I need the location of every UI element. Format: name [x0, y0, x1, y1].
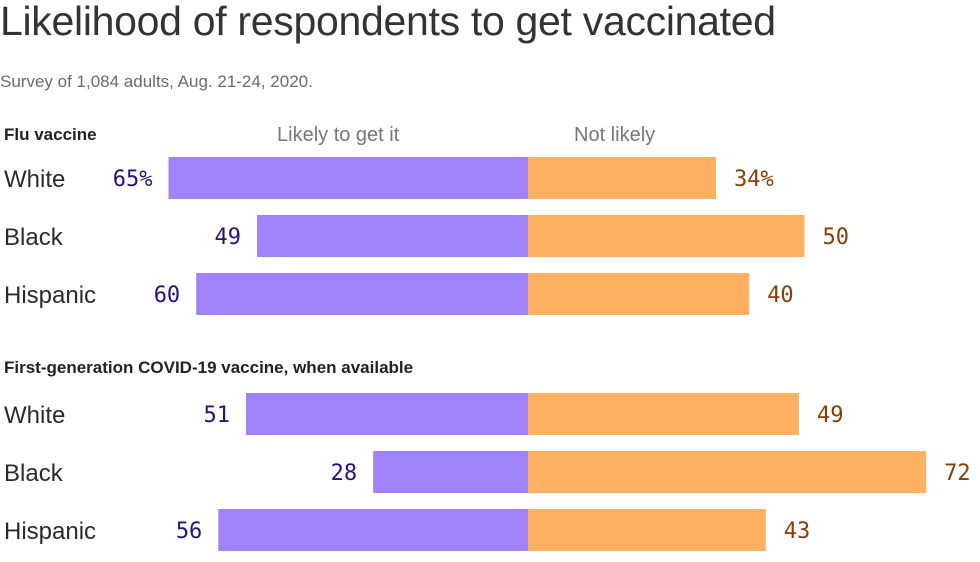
group-label-flu: Flu vaccine: [4, 125, 97, 144]
value-label-not-likely: 43: [784, 519, 811, 544]
value-label-not-likely: 34%: [734, 167, 774, 192]
bar-not-likely: [528, 393, 799, 435]
value-label-not-likely: 72: [944, 461, 971, 486]
bar-not-likely: [528, 273, 750, 315]
value-label-not-likely: 49: [817, 403, 844, 428]
bar-not-likely: [528, 451, 927, 493]
chart-subtitle: Survey of 1,084 adults, Aug. 21-24, 2020…: [0, 72, 313, 91]
bar-not-likely: [528, 157, 717, 199]
category-label: Hispanic: [4, 282, 96, 309]
value-label-likely: 65%: [113, 167, 153, 192]
category-label: White: [4, 402, 65, 429]
bar-not-likely: [528, 509, 766, 551]
category-label: Black: [4, 460, 64, 487]
value-label-not-likely: 50: [823, 225, 850, 250]
bar-likely: [373, 451, 528, 493]
chart-title: Likelihood of respondents to get vaccina…: [0, 0, 776, 44]
category-label: Black: [4, 224, 64, 251]
bar-likely: [196, 273, 528, 315]
value-label-likely: 51: [203, 403, 230, 428]
value-label-likely: 49: [215, 225, 242, 250]
bar-not-likely: [528, 215, 805, 257]
bar-likely: [245, 393, 528, 435]
value-label-likely: 28: [331, 461, 358, 486]
category-label: White: [4, 166, 65, 193]
value-label-not-likely: 40: [767, 283, 794, 308]
bar-likely: [257, 215, 528, 257]
legend-not-likely: Not likely: [574, 124, 656, 146]
bar-likely: [218, 509, 528, 551]
value-label-likely: 56: [176, 519, 203, 544]
legend-likely: Likely to get it: [277, 124, 400, 146]
category-label: Hispanic: [4, 518, 96, 545]
bar-likely: [168, 157, 529, 199]
group-label-covid: First-generation COVID-19 vaccine, when …: [4, 358, 414, 377]
value-label-likely: 60: [154, 283, 181, 308]
